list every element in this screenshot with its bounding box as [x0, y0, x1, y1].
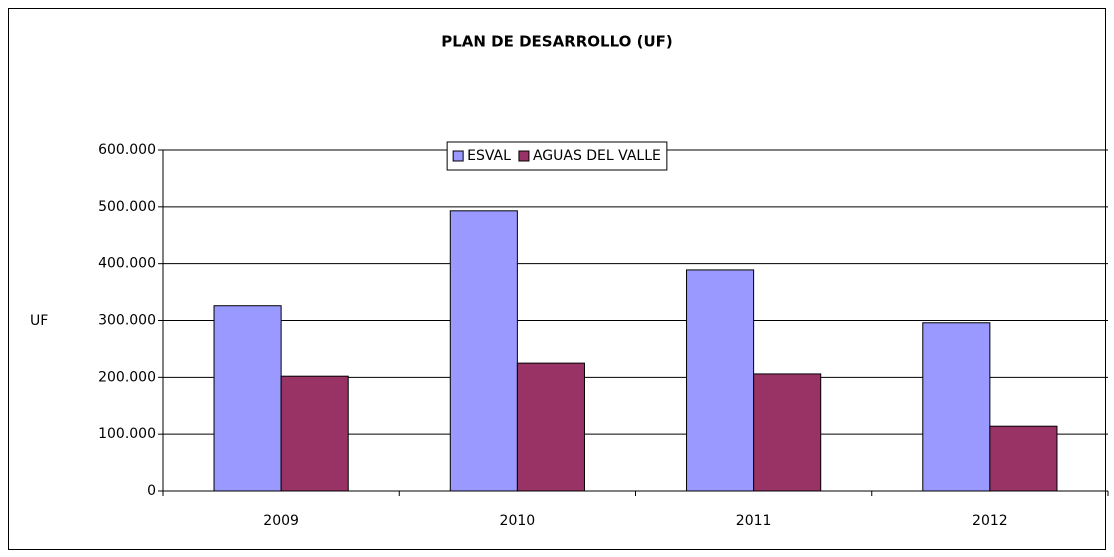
bar [686, 269, 755, 492]
bar [922, 322, 991, 492]
x-tick-label: 2012 [972, 513, 1008, 529]
bar [753, 373, 822, 492]
legend-label: ESVAL [467, 148, 511, 164]
x-tick-label: 2009 [263, 513, 299, 529]
y-tick-label: 400.000 [98, 256, 156, 272]
legend: ESVAL AGUAS DEL VALLE [446, 141, 668, 171]
bar [989, 425, 1058, 492]
x-tick-label: 2010 [500, 513, 536, 529]
chart-title: PLAN DE DESARROLLO (UF) [441, 33, 673, 51]
y-tick-label: 500.000 [98, 199, 156, 215]
bar [449, 210, 518, 492]
legend-swatch [452, 150, 464, 162]
y-axis-label: UF [30, 313, 48, 329]
y-tick-label: 100.000 [98, 426, 156, 442]
legend-box [446, 141, 668, 171]
bar [516, 362, 585, 492]
y-tick-label: 0 [147, 483, 156, 499]
bar [213, 305, 282, 492]
y-tick-label: 300.000 [98, 313, 156, 329]
legend-label: AGUAS DEL VALLE [533, 148, 661, 164]
legend-swatch [518, 150, 530, 162]
x-tick-label: 2011 [736, 513, 772, 529]
y-tick-label: 200.000 [98, 369, 156, 385]
y-tick-label: 600.000 [98, 142, 156, 158]
bar [280, 375, 349, 492]
